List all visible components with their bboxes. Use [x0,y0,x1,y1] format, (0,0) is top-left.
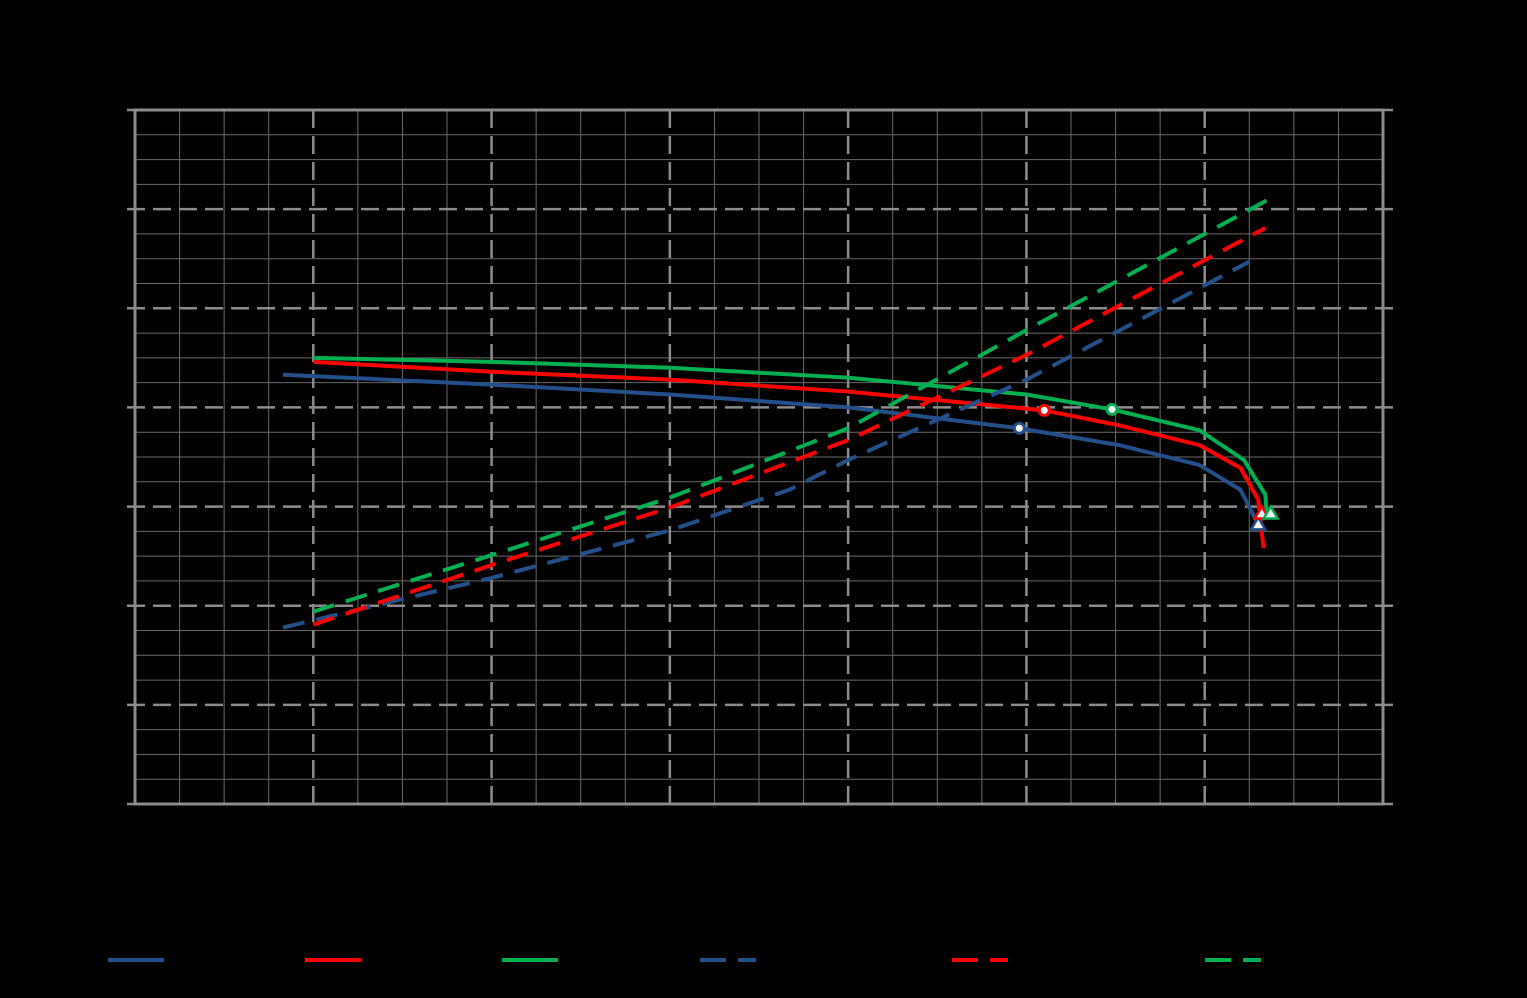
operating-point [1012,421,1026,435]
end-point [1249,514,1268,531]
series-line [282,259,1251,630]
operating-point [1037,403,1051,417]
series-line [312,198,1269,614]
series-line [313,355,1270,520]
series-line [312,226,1267,627]
end-point [1261,504,1280,520]
plot-border [133,108,1385,806]
operating-point [1105,402,1119,416]
series-line [313,359,1266,549]
series-line [282,372,1260,526]
